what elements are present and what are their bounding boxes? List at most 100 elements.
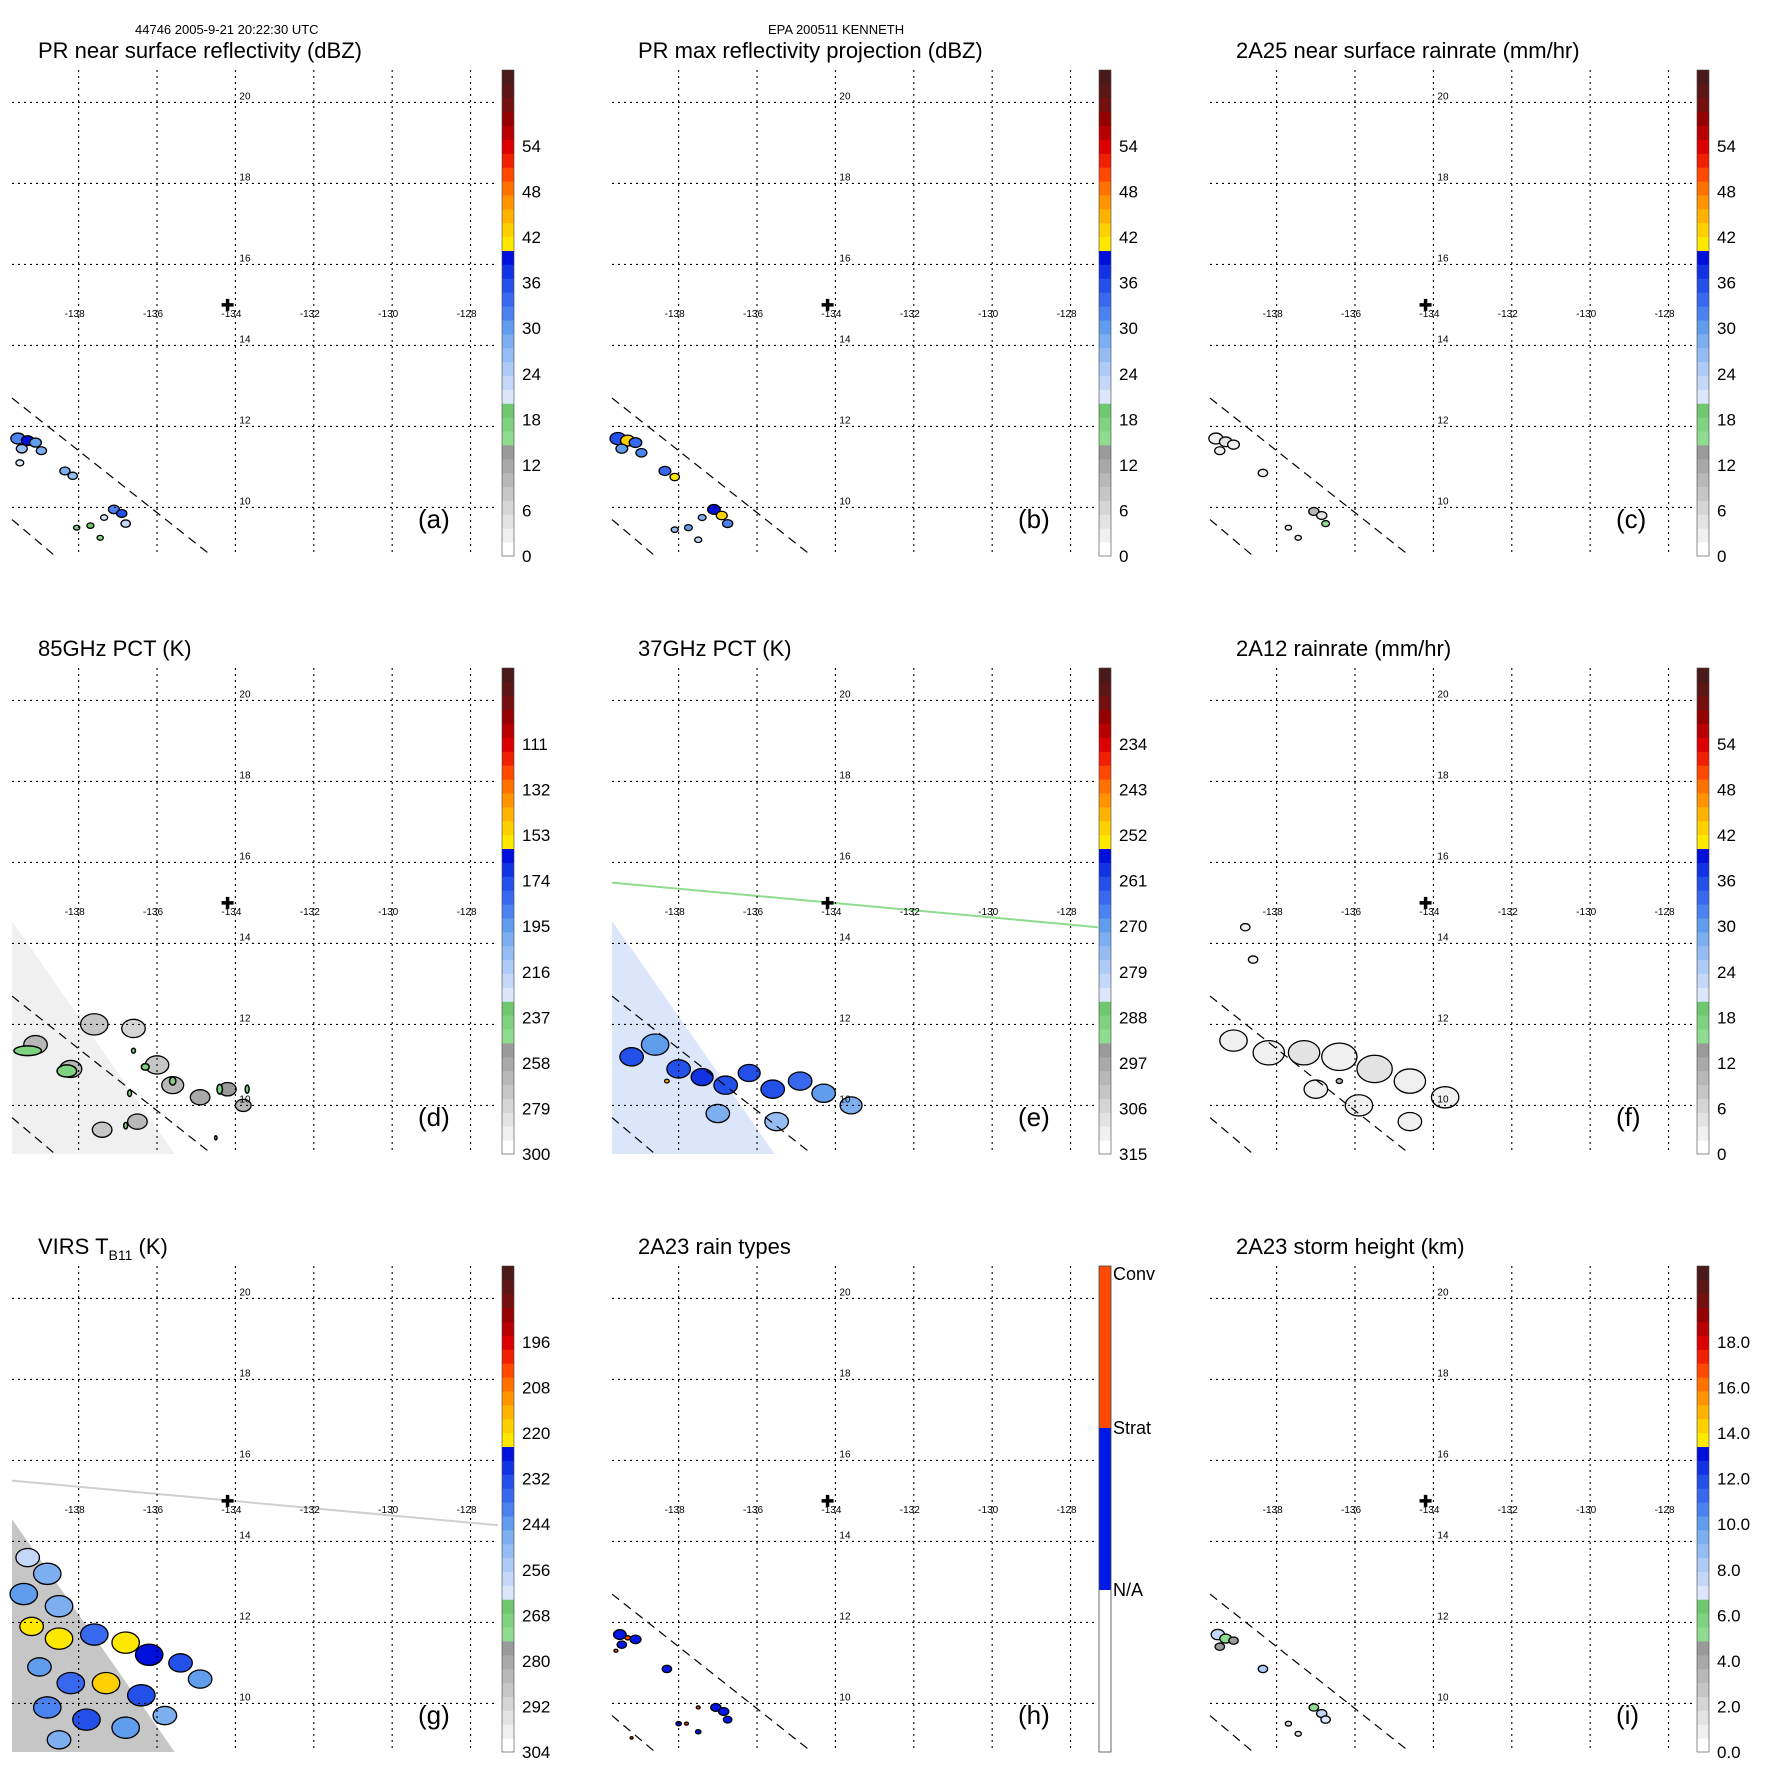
colorbar-swatch <box>1697 1112 1709 1127</box>
colorbar-swatch <box>1697 375 1709 390</box>
colorbar-swatch <box>1697 1613 1709 1628</box>
colorbar-tick-label: 279 <box>1119 963 1147 982</box>
panel-i <box>1209 1266 1696 1753</box>
colorbar-frame <box>1098 69 1112 557</box>
echo-cell <box>1226 439 1241 450</box>
colorbar-swatch <box>1099 292 1111 307</box>
colorbar-swatch <box>1099 236 1111 252</box>
pct-contour <box>56 1064 78 1078</box>
echo-cell <box>787 1071 813 1091</box>
colorbar-swatch <box>1099 904 1111 919</box>
echo-cell <box>46 1730 72 1750</box>
swath-edge-line <box>611 1715 656 1753</box>
colorbar-swatch <box>1697 1696 1709 1711</box>
echo-cell <box>694 1728 702 1735</box>
echo-cell <box>1356 1054 1393 1084</box>
colorbar-swatch <box>502 333 514 349</box>
colorbar-swatch <box>502 1056 514 1072</box>
lon-tick-label: -132 <box>1498 1505 1518 1516</box>
colorbar-tick-label: 153 <box>522 826 550 845</box>
colorbar-swatch <box>1099 1266 1111 1428</box>
colorbar-swatch <box>1697 1042 1709 1058</box>
colorbar-tick-label: 279 <box>522 1099 550 1118</box>
colorbar-swatch <box>502 292 514 307</box>
colorbar-swatch <box>1697 292 1709 307</box>
echo-cell <box>1257 1664 1269 1674</box>
echo-cell <box>629 1735 634 1740</box>
echo-cell <box>640 1033 670 1056</box>
lat-tick-label: 16 <box>239 851 251 862</box>
colorbar-swatch <box>1697 222 1709 238</box>
colorbar-swatch <box>1697 1710 1709 1725</box>
colorbar-tick-label: 18 <box>522 410 541 429</box>
colorbar-swatch <box>502 278 514 293</box>
colorbar-tick-label: 306 <box>1119 1099 1147 1118</box>
lon-tick-label: -130 <box>1576 309 1596 320</box>
colorbar-swatch <box>502 1070 514 1086</box>
colorbar-swatch <box>502 1710 514 1725</box>
colorbar-swatch <box>1697 1363 1709 1378</box>
colorbar-swatch <box>502 1585 514 1600</box>
colorbar-tick-label: 292 <box>522 1697 550 1716</box>
echo-cell <box>666 1059 692 1079</box>
colorbar-swatch <box>1099 1042 1111 1058</box>
panel-e <box>611 668 1099 1155</box>
colorbar-swatch <box>1099 1084 1111 1099</box>
swath-edge-line <box>1209 1117 1254 1155</box>
colorbar-swatch <box>1697 153 1709 168</box>
colorbar-frame <box>1696 1265 1710 1753</box>
echo-cell <box>111 1716 141 1739</box>
colorbar-swatch <box>1697 1335 1709 1350</box>
colorbar-swatch <box>1099 890 1111 905</box>
colorbar-swatch <box>1697 70 1709 85</box>
colorbar-swatch <box>502 1349 514 1364</box>
colorbar-swatch <box>1697 1404 1709 1420</box>
colorbar-tick-label: 300 <box>522 1145 550 1164</box>
swath-edge-line <box>1209 1593 1411 1753</box>
colorbar-swatch <box>502 876 514 891</box>
echo-cell <box>1397 1111 1423 1132</box>
colorbar-tick-label: 36 <box>1717 274 1736 293</box>
echo-cell <box>1257 468 1269 478</box>
colorbar-tick-label: 288 <box>1119 1008 1147 1027</box>
lon-tick-label: -136 <box>743 907 763 918</box>
colorbar-swatch <box>1697 250 1709 265</box>
colorbar-frame <box>501 69 515 557</box>
panel-b-title: PR max reflectivity projection (dBZ) <box>638 38 983 63</box>
colorbar-tick-label: 196 <box>522 1333 550 1352</box>
lon-tick-label: -128 <box>1057 907 1077 918</box>
lat-tick-label: 12 <box>839 415 851 426</box>
colorbar-tick-label: 18.0 <box>1717 1333 1750 1352</box>
echo-cell <box>79 1623 109 1646</box>
colorbar-swatch <box>1697 1098 1709 1113</box>
colorbar-swatch <box>502 208 514 224</box>
lat-tick-label: 14 <box>1437 334 1449 345</box>
colorbar-swatch <box>1099 737 1111 752</box>
colorbar-swatch <box>1697 681 1709 697</box>
colorbar-swatch <box>1099 973 1111 988</box>
lat-tick-label: 14 <box>839 932 851 943</box>
colorbar-tick-label: 24 <box>1119 365 1138 384</box>
colorbar-tick-label: 48 <box>1717 183 1736 202</box>
colorbar-swatch <box>502 222 514 238</box>
lon-tick-label: -138 <box>665 907 685 918</box>
echo-cell <box>9 1582 39 1606</box>
swath-edge-line <box>11 1117 56 1155</box>
colorbar-swatch <box>502 1640 514 1656</box>
lon-tick-label: -130 <box>378 309 398 320</box>
echo-cell <box>115 508 128 519</box>
colorbar-swatch <box>1099 987 1111 1002</box>
colorbar-swatch <box>1099 1015 1111 1030</box>
colorbar-swatch <box>1099 83 1111 99</box>
colorbar-swatch <box>502 1529 514 1545</box>
storm-center-marker <box>221 1494 234 1507</box>
echo-cell <box>1308 1703 1320 1712</box>
echo-cell <box>717 1706 730 1717</box>
echo-cell <box>32 1696 62 1719</box>
echo-cell <box>721 519 734 529</box>
colorbar-swatch <box>1099 1126 1111 1141</box>
colorbar-swatch <box>1697 1321 1709 1336</box>
colorbar-tick-label: 36 <box>1119 274 1138 293</box>
echo-cell <box>615 443 629 454</box>
